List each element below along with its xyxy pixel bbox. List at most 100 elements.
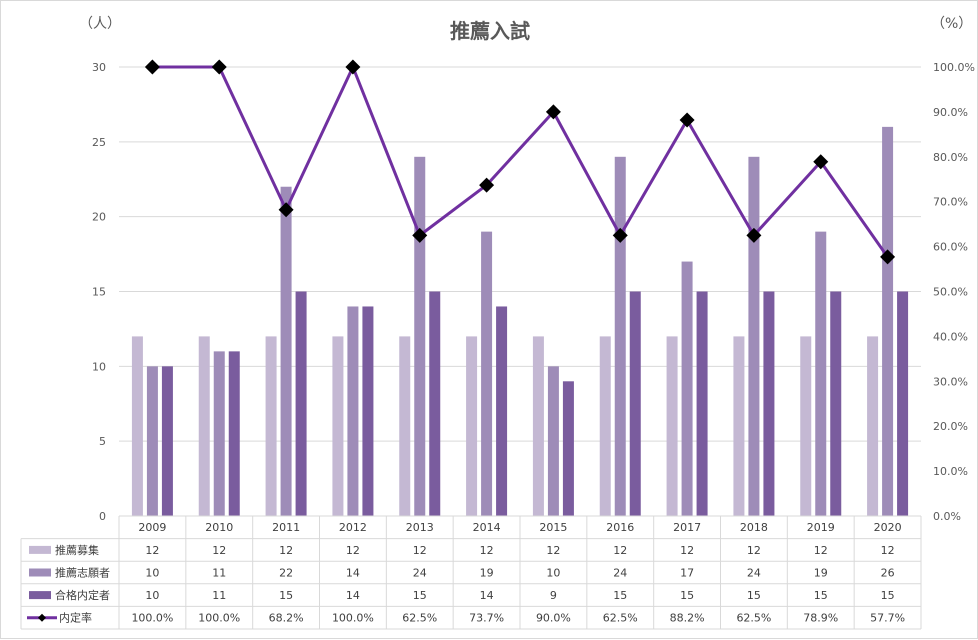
table-cell: 15	[680, 589, 694, 602]
bar-1	[399, 336, 411, 516]
rate-marker	[612, 227, 628, 243]
table-cell: 10	[145, 589, 159, 602]
bar-3	[763, 291, 775, 516]
table-cell: 14	[346, 589, 360, 602]
table-cell: 10	[546, 567, 560, 580]
bar-2	[547, 366, 559, 516]
table-cell: 11	[212, 589, 226, 602]
right-tick-label: 60.0%	[933, 241, 968, 254]
table-cell: 12	[747, 544, 761, 557]
bar-2	[815, 231, 827, 516]
table-cell: 12	[346, 544, 360, 557]
table-cell: 11	[212, 567, 226, 580]
data-table: 2009 2010 2011 2012 2013 2014 2015 2016 2017 2018…	[20, 515, 922, 630]
table-cell: 24	[413, 567, 427, 580]
bar-1	[599, 336, 611, 516]
right-tick-label: 10.0%	[933, 465, 968, 478]
table-cell: 12	[279, 544, 293, 557]
rate-marker	[211, 59, 227, 75]
table-cell: 19	[814, 567, 828, 580]
table-cell: 15	[814, 589, 828, 602]
bar-3	[161, 366, 173, 516]
category-label: 2018	[740, 521, 768, 534]
table-cell: 68.2%	[269, 612, 304, 625]
bar-1	[666, 336, 678, 516]
table-cell: 14	[346, 567, 360, 580]
table-cell: 15	[747, 589, 761, 602]
rate-marker	[278, 202, 294, 218]
left-tick-label: 15	[92, 286, 106, 299]
table-cell: 24	[613, 567, 627, 580]
legend-marker	[38, 613, 46, 622]
table-cell: 10	[145, 567, 159, 580]
left-tick-label: 0	[99, 510, 106, 523]
bar-1	[131, 336, 143, 516]
table-cell: 12	[145, 544, 159, 557]
table-cell: 12	[881, 544, 895, 557]
rate-marker	[880, 249, 896, 265]
right-tick-label: 80.0%	[933, 151, 968, 164]
table-cell: 12	[680, 544, 694, 557]
table-cell: 100.0%	[198, 612, 240, 625]
left-axis-ticks: 0 5 10 15 20 25 30	[92, 61, 106, 523]
right-tick-label: 0.0%	[933, 510, 961, 523]
table-cell: 12	[480, 544, 494, 557]
table-cell: 24	[747, 567, 761, 580]
table-cell: 78.9%	[803, 612, 838, 625]
bar-2	[681, 261, 693, 516]
bar-1	[867, 336, 879, 516]
category-label: 2013	[406, 521, 434, 534]
table-cell: 12	[212, 544, 226, 557]
right-axis-ticks: 0.0% 10.0% 20.0% 30.0% 40.0% 50.0% 60.0% 70.0% 8…	[933, 61, 975, 523]
category-label: 2014	[473, 521, 501, 534]
left-axis-unit: （人）	[79, 16, 121, 32]
right-tick-label: 70.0%	[933, 196, 968, 209]
legend-label: 推薦志願者	[55, 566, 110, 580]
bar-1	[332, 336, 344, 516]
right-tick-label: 30.0%	[933, 375, 968, 388]
table-cell: 26	[881, 567, 895, 580]
table-cell: 12	[413, 544, 427, 557]
right-tick-label: 50.0%	[933, 286, 968, 299]
table-cell: 57.7%	[870, 612, 905, 625]
category-label: 2020	[874, 521, 902, 534]
bar-2	[280, 186, 292, 516]
table-cell: 100.0%	[131, 612, 173, 625]
bar-1	[265, 336, 277, 516]
left-tick-label: 10	[92, 360, 106, 373]
bar-1	[466, 336, 478, 516]
left-tick-label: 5	[99, 435, 106, 448]
bar-1	[198, 336, 210, 516]
table-cell: 12	[814, 544, 828, 557]
table-cell: 22	[279, 567, 293, 580]
bar-2	[481, 231, 493, 516]
rate-marker	[479, 177, 495, 193]
category-label: 2016	[606, 521, 634, 534]
table-cell: 17	[680, 567, 694, 580]
category-label: 2010	[205, 521, 233, 534]
left-tick-label: 20	[92, 211, 106, 224]
legend-label: 推薦募集	[55, 543, 99, 557]
bar-2	[414, 156, 426, 517]
rate-marker	[144, 59, 160, 75]
bar-3	[897, 291, 909, 516]
chart-title: 推薦入試	[450, 19, 530, 43]
category-label: 2017	[673, 521, 701, 534]
bar-1	[532, 336, 544, 516]
rate-marker	[412, 227, 428, 243]
bar-3	[830, 291, 842, 516]
right-tick-label: 90.0%	[933, 106, 968, 119]
rate-marker	[545, 104, 561, 120]
bar-series	[131, 126, 909, 517]
table-cell: 15	[881, 589, 895, 602]
legend-label: 合格内定者	[55, 588, 110, 602]
table-cell: 62.5%	[736, 612, 771, 625]
bar-3	[429, 291, 441, 516]
bar-2	[748, 156, 760, 517]
rate-marker	[746, 227, 762, 243]
category-label: 2015	[539, 521, 567, 534]
bar-3	[228, 351, 240, 516]
table-cell: 14	[480, 589, 494, 602]
rate-marker	[813, 154, 829, 170]
